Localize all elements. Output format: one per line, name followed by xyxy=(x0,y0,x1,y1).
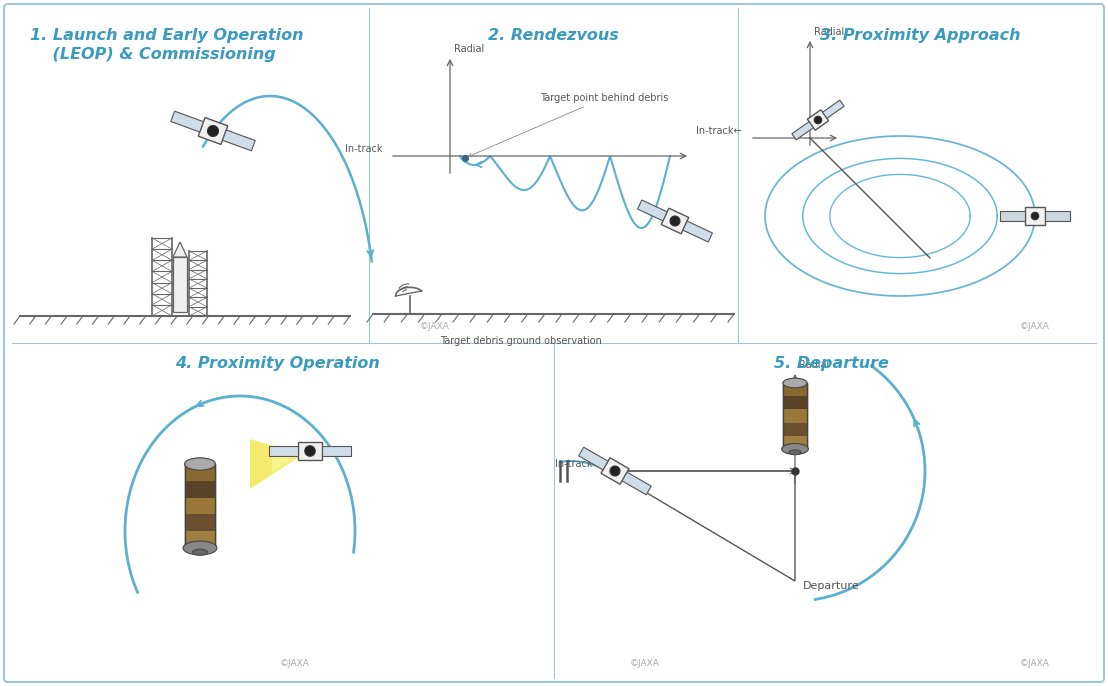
Text: Radial: Radial xyxy=(814,27,844,37)
Text: ©JAXA: ©JAXA xyxy=(1020,322,1050,331)
Ellipse shape xyxy=(183,541,217,555)
Circle shape xyxy=(305,446,316,456)
Bar xyxy=(783,383,807,449)
Bar xyxy=(622,472,652,495)
Text: Departure: Departure xyxy=(803,581,860,591)
Polygon shape xyxy=(173,242,187,257)
Bar xyxy=(223,130,255,151)
Bar xyxy=(321,446,351,456)
Bar xyxy=(185,514,215,531)
Bar xyxy=(185,531,215,548)
Text: In-track←: In-track← xyxy=(696,126,742,136)
Text: 4. Proximity Operation: 4. Proximity Operation xyxy=(175,356,379,371)
Polygon shape xyxy=(250,439,302,489)
Bar xyxy=(298,442,321,460)
Ellipse shape xyxy=(193,549,207,555)
Bar xyxy=(185,481,215,497)
Ellipse shape xyxy=(781,444,809,454)
Text: 1. Launch and Early Operation
    (LEOP) & Commissioning: 1. Launch and Early Operation (LEOP) & C… xyxy=(30,28,304,62)
Bar xyxy=(683,221,712,242)
Bar xyxy=(808,110,829,130)
Bar xyxy=(269,446,298,456)
Bar xyxy=(1025,207,1046,224)
Bar xyxy=(783,436,807,449)
Circle shape xyxy=(1032,212,1039,220)
Bar xyxy=(783,397,807,410)
Bar xyxy=(171,111,204,132)
Text: ©JAXA: ©JAXA xyxy=(280,659,310,668)
Ellipse shape xyxy=(783,378,807,388)
Text: 2. Rendezvous: 2. Rendezvous xyxy=(488,28,618,43)
Text: In-track: In-track xyxy=(345,144,382,154)
Circle shape xyxy=(670,216,680,226)
Text: Target point behind debris: Target point behind debris xyxy=(469,93,668,157)
Ellipse shape xyxy=(789,450,801,455)
Bar xyxy=(783,383,807,449)
Text: Radial: Radial xyxy=(454,44,484,54)
Bar xyxy=(185,464,215,548)
Text: ©JAXA: ©JAXA xyxy=(420,322,450,331)
Bar xyxy=(185,464,215,481)
Bar xyxy=(173,257,187,312)
Text: ©JAXA: ©JAXA xyxy=(1020,659,1050,668)
Text: In-track: In-track xyxy=(554,459,592,469)
Bar xyxy=(783,410,807,423)
Text: Target debris ground observation: Target debris ground observation xyxy=(440,336,602,346)
Bar xyxy=(783,423,807,436)
Bar xyxy=(822,100,844,119)
FancyBboxPatch shape xyxy=(4,4,1104,682)
Circle shape xyxy=(814,116,822,123)
Bar xyxy=(637,200,667,221)
Bar xyxy=(578,447,608,470)
Bar xyxy=(792,121,813,140)
Bar xyxy=(999,211,1025,221)
Text: Radial: Radial xyxy=(799,360,829,370)
Bar xyxy=(1046,211,1070,221)
Bar xyxy=(185,497,215,514)
Bar xyxy=(601,458,629,484)
Ellipse shape xyxy=(185,458,215,470)
Bar xyxy=(783,383,807,397)
Polygon shape xyxy=(271,443,302,473)
Text: 5. Departure: 5. Departure xyxy=(773,356,889,371)
Circle shape xyxy=(611,466,620,476)
Bar xyxy=(661,208,689,234)
Circle shape xyxy=(207,126,218,137)
Bar xyxy=(185,464,215,548)
Text: ©JAXA: ©JAXA xyxy=(630,659,660,668)
Bar xyxy=(198,117,228,145)
Text: 3. Proximity Approach: 3. Proximity Approach xyxy=(820,28,1020,43)
